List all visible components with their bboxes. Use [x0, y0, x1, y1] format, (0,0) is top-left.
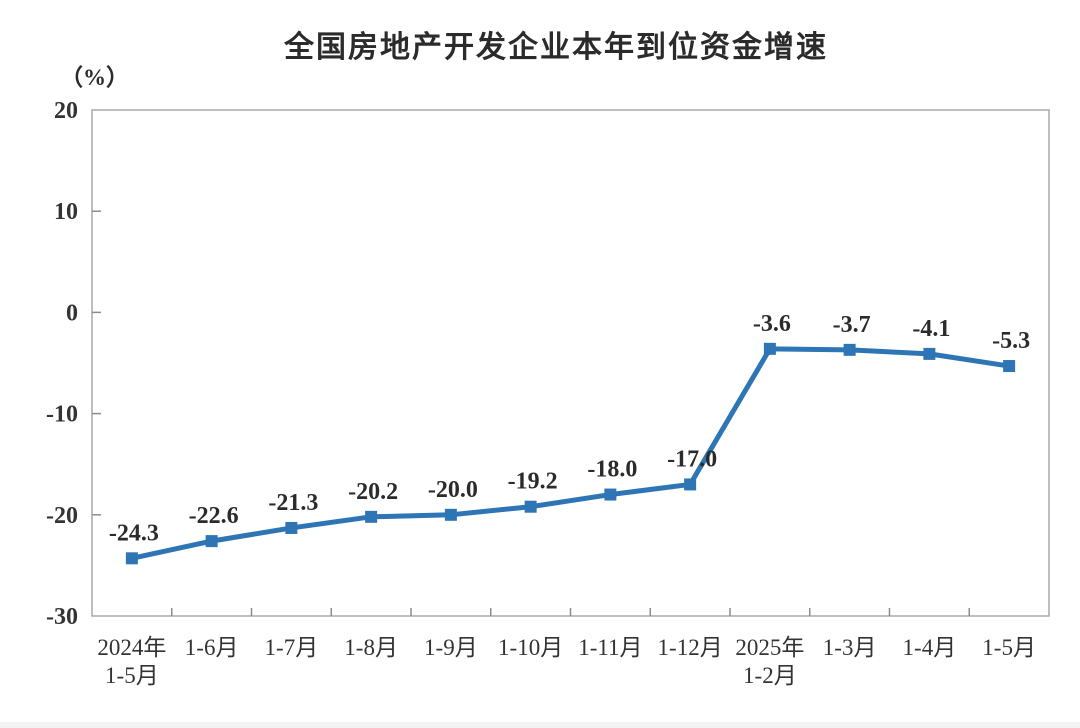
data-point-marker — [444, 508, 457, 521]
data-point-marker — [365, 510, 378, 523]
x-axis-tick-label: 1-7月 — [265, 635, 319, 660]
y-axis-tick-label: -30 — [46, 604, 78, 630]
x-axis-tick-label: 1-8月 — [344, 635, 398, 660]
data-line — [129, 346, 1012, 561]
x-axis-tick-label: 1-6月 — [185, 635, 239, 660]
data-point-marker — [843, 343, 856, 356]
data-point-label: -3.6 — [753, 311, 791, 337]
data-point-label: -19.2 — [508, 469, 558, 495]
x-axis-tick-label: 1-5月 — [982, 635, 1036, 660]
data-point-label: -24.3 — [109, 520, 159, 546]
x-axis-tick-label: 1-10月 — [498, 635, 563, 660]
x-axis-tick-label: 1-9月 — [424, 635, 478, 660]
x-axis-tick-label: 1-4月 — [903, 635, 957, 660]
data-point-marker — [923, 347, 936, 360]
y-axis-tick-label: 0 — [66, 300, 78, 326]
data-point-marker — [1003, 360, 1016, 373]
data-point-marker — [524, 500, 537, 513]
x-axis-tick-label: 2024年 1-5月 — [97, 635, 166, 688]
data-point-marker — [285, 521, 298, 534]
data-point-label: -18.0 — [587, 457, 637, 483]
chart-title: 全国房地产开发企业本年到位资金增速 — [284, 31, 828, 64]
y-axis-unit-label: （%） — [60, 65, 129, 90]
y-axis-tick-label: 20 — [54, 98, 78, 124]
x-axis-tick-label: 2025年 1-2月 — [735, 635, 804, 688]
data-point-label: -3.7 — [833, 312, 871, 338]
y-axis-tick-label: -10 — [46, 402, 78, 428]
data-point-label: -20.0 — [428, 477, 478, 503]
data-point-marker — [604, 488, 617, 501]
data-point-label: -22.6 — [189, 503, 239, 529]
bottom-strip — [0, 722, 1080, 728]
y-axis-tick-label: -20 — [46, 503, 78, 529]
data-point-label: -5.3 — [992, 328, 1030, 354]
data-point-marker — [684, 478, 697, 491]
x-axis-tick-label: 1-11月 — [578, 635, 642, 660]
data-point-label: -21.3 — [268, 490, 318, 516]
data-point-label: -20.2 — [348, 479, 398, 505]
data-point-marker — [205, 535, 218, 548]
data-point-label: -17.0 — [667, 446, 717, 472]
x-axis-tick-label: 1-3月 — [823, 635, 877, 660]
data-point-marker — [125, 552, 138, 565]
data-point-marker — [763, 342, 776, 355]
plot-area-border — [91, 109, 1050, 617]
y-axis-tick-label: 10 — [54, 199, 78, 225]
x-axis-tick-label: 1-12月 — [658, 635, 723, 660]
data-point-label: -4.1 — [912, 316, 950, 342]
